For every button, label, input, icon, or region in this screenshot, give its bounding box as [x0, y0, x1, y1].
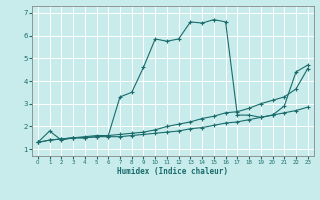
X-axis label: Humidex (Indice chaleur): Humidex (Indice chaleur) [117, 167, 228, 176]
